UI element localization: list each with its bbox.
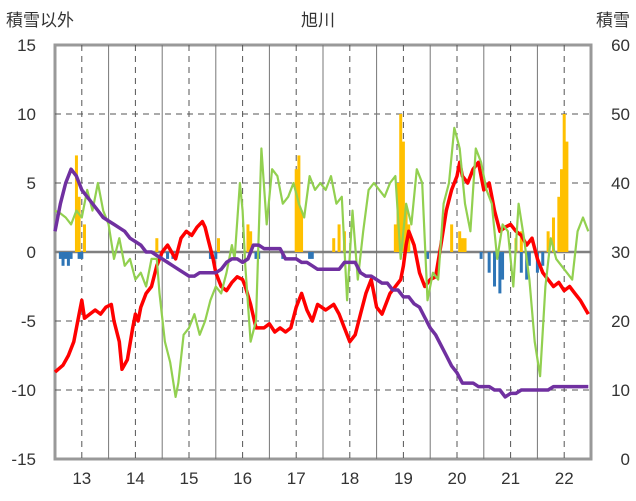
blue-bar — [64, 252, 68, 259]
orange-bar — [216, 238, 220, 252]
orange-bar — [450, 224, 454, 252]
x-tick-label: 17 — [287, 469, 306, 488]
orange-bar — [519, 231, 523, 252]
orange-bar — [155, 238, 159, 252]
orange-bar — [249, 231, 253, 252]
blue-bar — [501, 252, 505, 280]
left-tick-label: 5 — [27, 174, 36, 193]
right-tick-label: 10 — [611, 381, 630, 400]
blue-bar — [69, 252, 73, 259]
orange-bar — [560, 169, 564, 252]
orange-bar — [82, 224, 86, 252]
x-tick-label: 21 — [501, 469, 520, 488]
blue-bar — [77, 252, 81, 259]
left-tick-label: 10 — [17, 105, 36, 124]
grid-lines — [55, 45, 591, 459]
right-tick-label: 0 — [621, 450, 630, 469]
orange-bar — [557, 196, 561, 252]
right-tick-labels: 60 50 40 30 20 10 0 — [611, 36, 630, 469]
left-axis-label: 積雪以外 — [6, 11, 74, 31]
right-tick-label: 20 — [611, 312, 630, 331]
orange-bar — [458, 231, 462, 252]
blue-bar — [479, 252, 483, 259]
right-tick-label: 40 — [611, 174, 630, 193]
orange-bar — [546, 231, 550, 252]
blue-bar — [519, 252, 523, 273]
x-tick-label: 13 — [72, 469, 91, 488]
left-tick-label: -15 — [11, 450, 36, 469]
left-tick-label: -10 — [11, 381, 36, 400]
x-tick-label: 20 — [448, 469, 467, 488]
blue-bar — [80, 252, 84, 259]
left-tick-label: 15 — [17, 36, 36, 55]
blue-bar — [498, 252, 502, 294]
x-tick-label: 18 — [340, 469, 359, 488]
blue-bar — [214, 252, 218, 259]
x-tick-label: 16 — [233, 469, 252, 488]
orange-bar — [460, 238, 464, 252]
x-tick-labels: 13 14 15 16 17 18 19 20 21 22 — [72, 469, 573, 488]
left-tick-label: -5 — [21, 312, 36, 331]
right-tick-label: 30 — [611, 243, 630, 262]
orange-bar — [332, 238, 336, 252]
x-tick-label: 14 — [126, 469, 145, 488]
x-tick-label: 19 — [394, 469, 413, 488]
orange-bar — [562, 114, 566, 252]
orange-bar — [294, 169, 298, 252]
blue-bar — [426, 252, 430, 259]
orange-bar — [337, 224, 341, 252]
x-tick-label: 15 — [180, 469, 199, 488]
red-series-line — [53, 160, 590, 374]
blue-bar — [58, 252, 62, 259]
green-series-line — [54, 126, 590, 398]
orange-bar — [551, 217, 555, 252]
orange-bar — [300, 210, 304, 252]
blue-bar — [527, 252, 531, 266]
right-tick-label: 50 — [611, 105, 630, 124]
chart-title: 旭川 — [301, 11, 335, 31]
orange-bar — [401, 141, 405, 252]
blue-bar — [493, 252, 497, 287]
orange-bar — [77, 196, 81, 252]
blue-bar — [541, 252, 545, 266]
orange-bar — [393, 224, 397, 252]
orange-bar — [565, 141, 569, 252]
blue-bar — [166, 252, 170, 259]
orange-bar — [399, 114, 403, 252]
left-tick-labels: 15 10 5 0 -5 -10 -15 — [11, 36, 36, 469]
left-tick-label: 0 — [27, 243, 36, 262]
blue-bar — [310, 252, 314, 259]
blue-bar — [66, 252, 70, 266]
orange-bar — [404, 210, 408, 252]
right-tick-label: 60 — [611, 36, 630, 55]
blue-bar — [61, 252, 65, 266]
line-series — [53, 126, 590, 399]
orange-bar — [463, 238, 467, 252]
blue-bar — [487, 252, 491, 273]
x-tick-label: 22 — [555, 469, 574, 488]
blue-bar — [308, 252, 312, 259]
right-axis-label: 積雪 — [596, 11, 630, 31]
purple-series-line — [53, 167, 589, 399]
blue-bar — [254, 252, 258, 259]
orange-bar — [246, 224, 250, 252]
orange-bar — [74, 155, 78, 252]
